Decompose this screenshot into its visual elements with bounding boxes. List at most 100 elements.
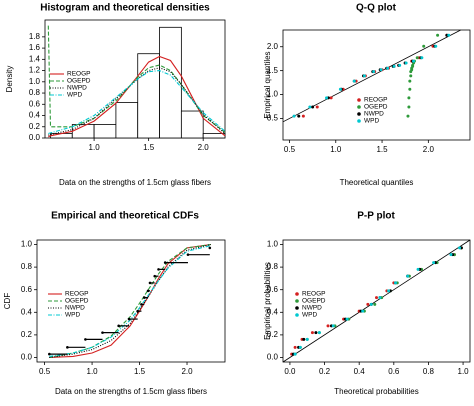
point — [416, 267, 420, 271]
point — [362, 74, 366, 78]
x-axis-label: Theoretical quantiles — [340, 178, 414, 187]
point — [369, 302, 373, 306]
histogram-bar — [93, 124, 117, 139]
y-tick-label: 0.2 — [267, 330, 279, 339]
x-tick-label: 1.0 — [330, 145, 342, 154]
y-tick-label: 0.5 — [267, 114, 279, 123]
point — [338, 87, 342, 91]
point — [408, 87, 412, 91]
y-tick-label: 0.8 — [29, 88, 41, 97]
point — [387, 289, 391, 293]
legend-label: NWPD — [302, 305, 322, 312]
panel: Empirical and theoretical CDFs Data on th… — [3, 211, 226, 396]
point — [406, 274, 410, 278]
point — [297, 114, 301, 118]
point — [329, 96, 333, 100]
density-curve — [48, 55, 226, 138]
legend-label: OGEPD — [65, 298, 89, 305]
legend-label: NWPD — [364, 111, 384, 118]
y-tick-label: 1.0 — [29, 77, 41, 86]
y-tick-label: 0.2 — [21, 330, 33, 339]
x-tick-label: 0.0 — [284, 367, 296, 376]
point — [409, 74, 413, 78]
point — [434, 44, 438, 48]
legend-marker — [357, 98, 361, 102]
panel: Q-Q plot Theoretical quantiles Empirical q… — [263, 3, 471, 187]
y-tick-label: 1.6 — [29, 43, 41, 52]
y-tick-label: 0.6 — [267, 285, 279, 294]
y-tick-label: 2.0 — [267, 42, 279, 51]
point — [302, 337, 306, 341]
point — [325, 96, 329, 100]
point — [407, 105, 411, 109]
point — [301, 114, 305, 118]
point — [422, 44, 426, 48]
y-tick-label: 1.0 — [21, 240, 33, 249]
y-axis-label: CDF — [3, 293, 12, 310]
point — [398, 63, 402, 67]
histogram-bar — [159, 26, 182, 139]
y-tick-label: 1.0 — [267, 240, 279, 249]
point — [366, 302, 370, 306]
point — [412, 59, 416, 63]
x-tick-label: 1.5 — [143, 143, 155, 152]
point — [315, 105, 319, 109]
legend-marker — [295, 299, 299, 303]
y-tick-label: 0.0 — [29, 133, 41, 142]
point — [408, 79, 412, 83]
legend-marker — [295, 292, 299, 296]
reference-line — [282, 239, 471, 363]
point — [394, 281, 398, 285]
point — [293, 352, 297, 356]
point — [407, 96, 411, 100]
point — [317, 331, 321, 335]
point — [298, 345, 302, 349]
legend-marker — [357, 112, 361, 116]
y-tick-label: 1.2 — [29, 66, 41, 75]
point — [308, 105, 312, 109]
x-tick-label: 2.0 — [423, 145, 435, 154]
y-tick-label: 0.6 — [29, 99, 41, 108]
x-tick-label: 0.5 — [284, 145, 296, 154]
legend-marker — [295, 306, 299, 310]
density-curve — [48, 67, 226, 136]
y-axis-label: Density — [5, 66, 14, 93]
legend-label: WPD — [65, 312, 80, 319]
point — [345, 317, 349, 321]
point — [361, 309, 365, 313]
legend-label: REOGP — [67, 71, 90, 78]
density-curve — [47, 25, 226, 133]
point — [375, 296, 378, 300]
x-tick-label: 2.0 — [181, 367, 193, 376]
x-tick-label: 2.0 — [198, 143, 210, 152]
histogram-bar — [202, 133, 226, 139]
point — [404, 61, 408, 65]
legend-label: NWPD — [67, 85, 87, 92]
point — [436, 33, 440, 37]
x-tick-label: 1.0 — [89, 143, 101, 152]
panel: P-P plot Theoretical probabilities Empiric… — [263, 211, 471, 396]
x-tick-label: 0.5 — [39, 367, 51, 376]
x-axis-label: Data on the strengths of 1.5cm glass fib… — [59, 178, 211, 187]
legend-label: WPD — [67, 92, 82, 99]
point — [305, 337, 309, 341]
density-curve — [48, 70, 226, 135]
y-tick-label: 0.2 — [29, 122, 41, 131]
legend-marker — [357, 105, 361, 109]
legend-label: REOGP — [364, 97, 387, 104]
point — [292, 114, 296, 118]
legend-label: OGEPD — [302, 298, 326, 305]
plot-box — [282, 29, 471, 141]
y-tick-label: 1.4 — [29, 54, 41, 63]
point — [392, 64, 396, 68]
point — [331, 324, 335, 328]
point — [326, 324, 330, 328]
legend-label: NWPD — [65, 305, 85, 312]
panel: Histogram and theoretical densities Data … — [5, 3, 226, 187]
y-tick-label: 1.5 — [267, 66, 279, 75]
y-tick-label: 1.8 — [29, 32, 41, 41]
legend-marker — [295, 313, 299, 317]
chart-title: Q-Q plot — [356, 3, 397, 14]
point — [449, 253, 453, 257]
